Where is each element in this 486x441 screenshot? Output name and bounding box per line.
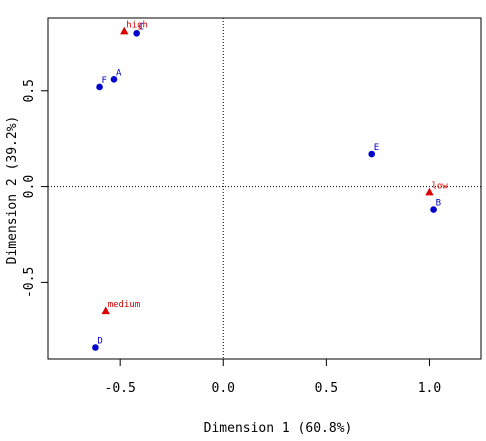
x-tick-label: -0.5 <box>105 381 136 396</box>
data-point-label: F <box>102 76 107 86</box>
x-axis-title: Dimension 1 (60.8%) <box>204 421 353 436</box>
data-point-label: E <box>374 143 379 153</box>
data-point-triangle <box>120 26 129 35</box>
x-tick-label: 1.0 <box>418 381 441 396</box>
data-point-label: D <box>97 337 102 347</box>
x-tick-label: 0.5 <box>315 381 338 396</box>
data-point-triangle <box>425 187 434 196</box>
y-axis: -0.5 0.0 0.5 <box>22 79 49 298</box>
data-point-label: high <box>126 20 148 30</box>
reference-lines <box>48 18 481 359</box>
y-tick-label: -0.5 <box>22 267 37 298</box>
data-point <box>133 30 140 37</box>
y-axis-title: Dimension 2 (39.2%) <box>5 116 20 265</box>
data-point <box>368 150 376 158</box>
y-tick-label: 0.5 <box>22 79 37 102</box>
data-point-label: C <box>139 22 144 32</box>
data-point <box>96 83 103 91</box>
data-point-label: medium <box>108 300 141 310</box>
data-point <box>430 206 437 213</box>
x-axis: -0.5 0.0 0.5 1.0 <box>105 358 441 396</box>
data-point <box>92 344 99 351</box>
data-point-label: B <box>436 199 441 209</box>
data-point <box>110 76 118 83</box>
data-point-triangle <box>101 306 110 315</box>
data-point-label: low <box>431 181 448 191</box>
data-point-label: A <box>116 68 122 78</box>
y-tick-label: 0.0 <box>22 175 37 198</box>
x-tick-label: 0.0 <box>212 381 235 396</box>
